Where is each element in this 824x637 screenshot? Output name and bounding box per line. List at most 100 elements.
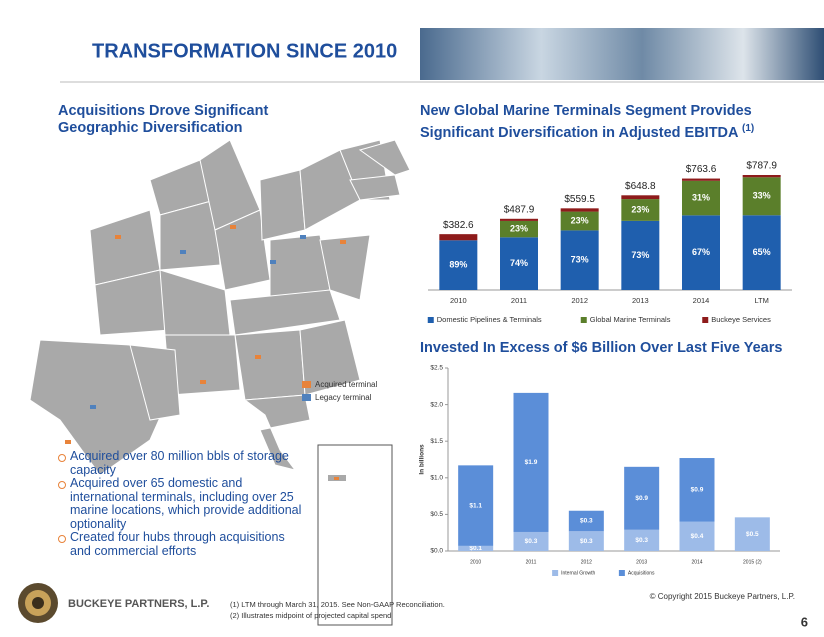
value-label: $0.3 <box>525 538 538 545</box>
bar-segment <box>734 517 770 551</box>
value-label: 31% <box>692 192 710 202</box>
value-label: $0.3 <box>580 518 593 525</box>
chart-title: Invested In Excess of $6 Billion Over La… <box>420 340 783 356</box>
bar-segment <box>682 178 720 181</box>
y-tick-label: $1.0 <box>430 475 443 482</box>
map-legend-label: Legacy terminal <box>315 393 372 402</box>
title-note: (1) <box>742 123 755 134</box>
photo-strip <box>420 28 824 80</box>
chart-title: New Global Marine Terminals Segment Prov… <box>420 103 810 142</box>
y-axis-label: In billions <box>419 444 426 475</box>
legend-swatch <box>618 570 625 576</box>
total-label: $787.9 <box>746 161 777 172</box>
copyright: © Copyright 2015 Buckeye Partners, L.P. <box>650 592 795 601</box>
x-tick-label: 2010 <box>470 559 481 565</box>
x-tick-label: 2010 <box>450 296 467 305</box>
company-name: BUCKEYE PARTNERS, L.P. <box>68 598 209 610</box>
x-tick-label: 2012 <box>571 296 588 305</box>
map-markers <box>65 225 393 626</box>
value-label: 73% <box>571 255 589 265</box>
total-label: $648.8 <box>625 181 656 192</box>
bar-segment <box>742 175 781 178</box>
value-label: 73% <box>631 250 649 260</box>
value-label: $0.5 <box>746 531 759 538</box>
chart-title-text: New Global Marine Terminals Segment Prov… <box>420 103 752 141</box>
bar-segment <box>568 531 604 551</box>
legend-label: Internal Growth <box>561 570 595 576</box>
legend-swatch <box>580 317 587 323</box>
bullet: Acquired over 65 domestic and internatio… <box>58 476 308 531</box>
total-label: $763.6 <box>686 164 717 175</box>
value-label: $0.3 <box>580 538 593 545</box>
value-label: 23% <box>510 223 528 233</box>
bar-segment <box>513 392 549 532</box>
legend-swatch <box>552 570 559 576</box>
value-label: 33% <box>753 191 771 201</box>
x-tick-label: 2011 <box>511 296 527 305</box>
value-label: 89% <box>449 260 467 270</box>
slide-title: TRANSFORMATION SINCE 2010 <box>92 40 397 62</box>
value-label: 74% <box>510 258 528 268</box>
bar-segment <box>679 458 715 522</box>
bar-segment <box>560 208 599 212</box>
footnote: (1) LTM through March 31, 2015. See Non-… <box>230 600 445 609</box>
bar-segment <box>500 220 538 238</box>
bar-segment <box>458 545 494 551</box>
legend-swatch <box>702 317 709 323</box>
x-tick-label: LTM <box>754 296 768 305</box>
bar-segment <box>679 521 715 551</box>
x-tick-label: 2013 <box>636 559 647 565</box>
legend-label: Buckeye Services <box>711 315 771 324</box>
x-tick-label: 2013 <box>632 296 649 305</box>
y-tick-label: $1.5 <box>430 438 443 445</box>
x-tick-label: 2014 <box>691 559 702 565</box>
value-label: $0.3 <box>635 537 648 544</box>
x-tick-label: 2015 (2) <box>743 559 762 565</box>
value-label: 67% <box>692 247 710 257</box>
value-label: 65% <box>753 247 771 257</box>
x-tick-label: 2012 <box>581 559 592 565</box>
legend-label: Domestic Pipelines & Terminals <box>437 315 542 324</box>
bar-segment <box>624 529 660 551</box>
bullet-list: Acquired over 80 million bbls of storage… <box>58 449 308 558</box>
bar-segment <box>568 510 604 532</box>
total-label: $487.9 <box>504 204 535 215</box>
bar-segment <box>439 234 478 241</box>
bar-segment <box>439 240 478 290</box>
bar-segment <box>624 466 660 530</box>
bar-segment <box>621 220 660 290</box>
legend-label: Acquisitions <box>628 570 655 576</box>
bar-segment <box>500 218 538 221</box>
bar-segment <box>682 215 720 290</box>
footnote: (2) Illustrates midpoint of projected ca… <box>230 611 391 620</box>
bullet: Acquired over 80 million bbls of storage… <box>58 449 308 477</box>
bar-segment <box>742 215 781 290</box>
value-label: 23% <box>631 204 649 214</box>
bullet: Created four hubs through acquisitions a… <box>58 530 308 558</box>
x-tick-label: 2014 <box>693 296 710 305</box>
bar-segment <box>742 177 781 216</box>
bar-segment <box>682 180 720 216</box>
bar-segment <box>621 199 660 221</box>
map <box>29 139 411 476</box>
value-label: $0.4 <box>691 533 704 540</box>
bar-segment <box>560 211 599 231</box>
value-label: $0.9 <box>635 495 648 502</box>
x-tick-label: 2011 <box>526 559 537 565</box>
bar-segment <box>500 237 538 290</box>
value-label: 23% <box>571 215 589 225</box>
bar-segment <box>513 531 549 551</box>
y-tick-label: $0.5 <box>430 511 443 518</box>
y-tick-label: $2.0 <box>430 401 443 408</box>
map-legend-label: Acquired terminal <box>315 380 377 389</box>
y-tick-label: $0.0 <box>430 548 443 555</box>
bar-segment <box>621 195 660 200</box>
section-heading: Acquisitions Drove Significant Geographi… <box>58 103 269 136</box>
total-label: $559.5 <box>564 194 595 205</box>
value-label: $0.9 <box>691 487 704 494</box>
y-tick-label: $2.5 <box>430 365 443 372</box>
value-label: $1.1 <box>469 502 482 509</box>
value-label: $1.9 <box>525 459 538 466</box>
